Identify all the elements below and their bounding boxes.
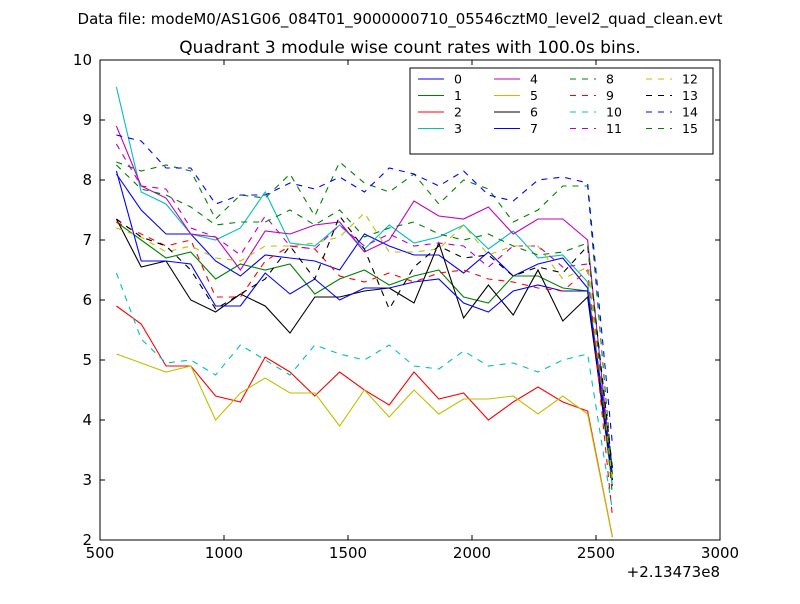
legend-label-0: 0 [454, 72, 462, 87]
axes: 500 1000 1500 2000 2500 30002345678910+2.1347… [73, 51, 739, 581]
legend-label-5: 5 [530, 88, 538, 103]
y-tick-label: 7 [82, 231, 92, 249]
chart-title: Quadrant 3 module wise count rates with … [179, 38, 640, 58]
series-line-7 [115, 170, 613, 475]
legend-box [409, 67, 714, 155]
data-file-label: Data file: modeM0/AS1G06_084T01_90000007… [78, 10, 723, 29]
y-tick-label: 9 [82, 111, 92, 129]
series-line-1 [116, 221, 613, 487]
legend-label-13: 13 [682, 88, 698, 103]
series-line-6 [115, 218, 613, 481]
series-line-14 [116, 134, 613, 445]
y-tick-label: 5 [82, 351, 92, 369]
legend-label-10: 10 [606, 105, 622, 120]
legend-label-7: 7 [530, 121, 538, 136]
series-line-5 [116, 353, 613, 538]
legend-label-8: 8 [606, 72, 614, 87]
x-tick-label: 1500 [329, 544, 367, 562]
x-tick-label: 3000 [701, 544, 739, 562]
y-tick-label: 4 [82, 411, 92, 429]
legend-label-2: 2 [454, 105, 462, 120]
legend-label-9: 9 [606, 88, 614, 103]
series-line-4 [115, 125, 613, 481]
series-line-0 [115, 173, 613, 469]
legend-label-3: 3 [454, 121, 462, 136]
series-line-13 [116, 214, 613, 469]
legend-label-11: 11 [606, 121, 622, 136]
legend-label-6: 6 [530, 105, 538, 120]
legend-label-4: 4 [530, 72, 538, 87]
series-line-12 [116, 212, 613, 481]
y-tick-label: 3 [82, 471, 92, 489]
y-tick-label: 2 [82, 531, 92, 549]
y-tick-label: 6 [82, 291, 92, 309]
x-tick-label: 2500 [577, 544, 615, 562]
legend-label-15: 15 [682, 121, 698, 136]
x-tick-label: 1000 [205, 544, 243, 562]
y-tick-label: 10 [73, 51, 92, 69]
series-lines [115, 86, 613, 538]
x-tick-label: 2000 [453, 544, 491, 562]
legend-label-14: 14 [682, 105, 698, 120]
y-tick-label: 8 [82, 171, 92, 189]
x-tick-label: 500 [86, 544, 115, 562]
legend-label-1: 1 [454, 88, 462, 103]
plot-area [115, 86, 613, 538]
legend-label-12: 12 [682, 72, 698, 87]
series-line-9 [116, 221, 613, 517]
x-offset-label: +2.13473e8 [627, 563, 720, 581]
series-line-15 [116, 164, 613, 496]
